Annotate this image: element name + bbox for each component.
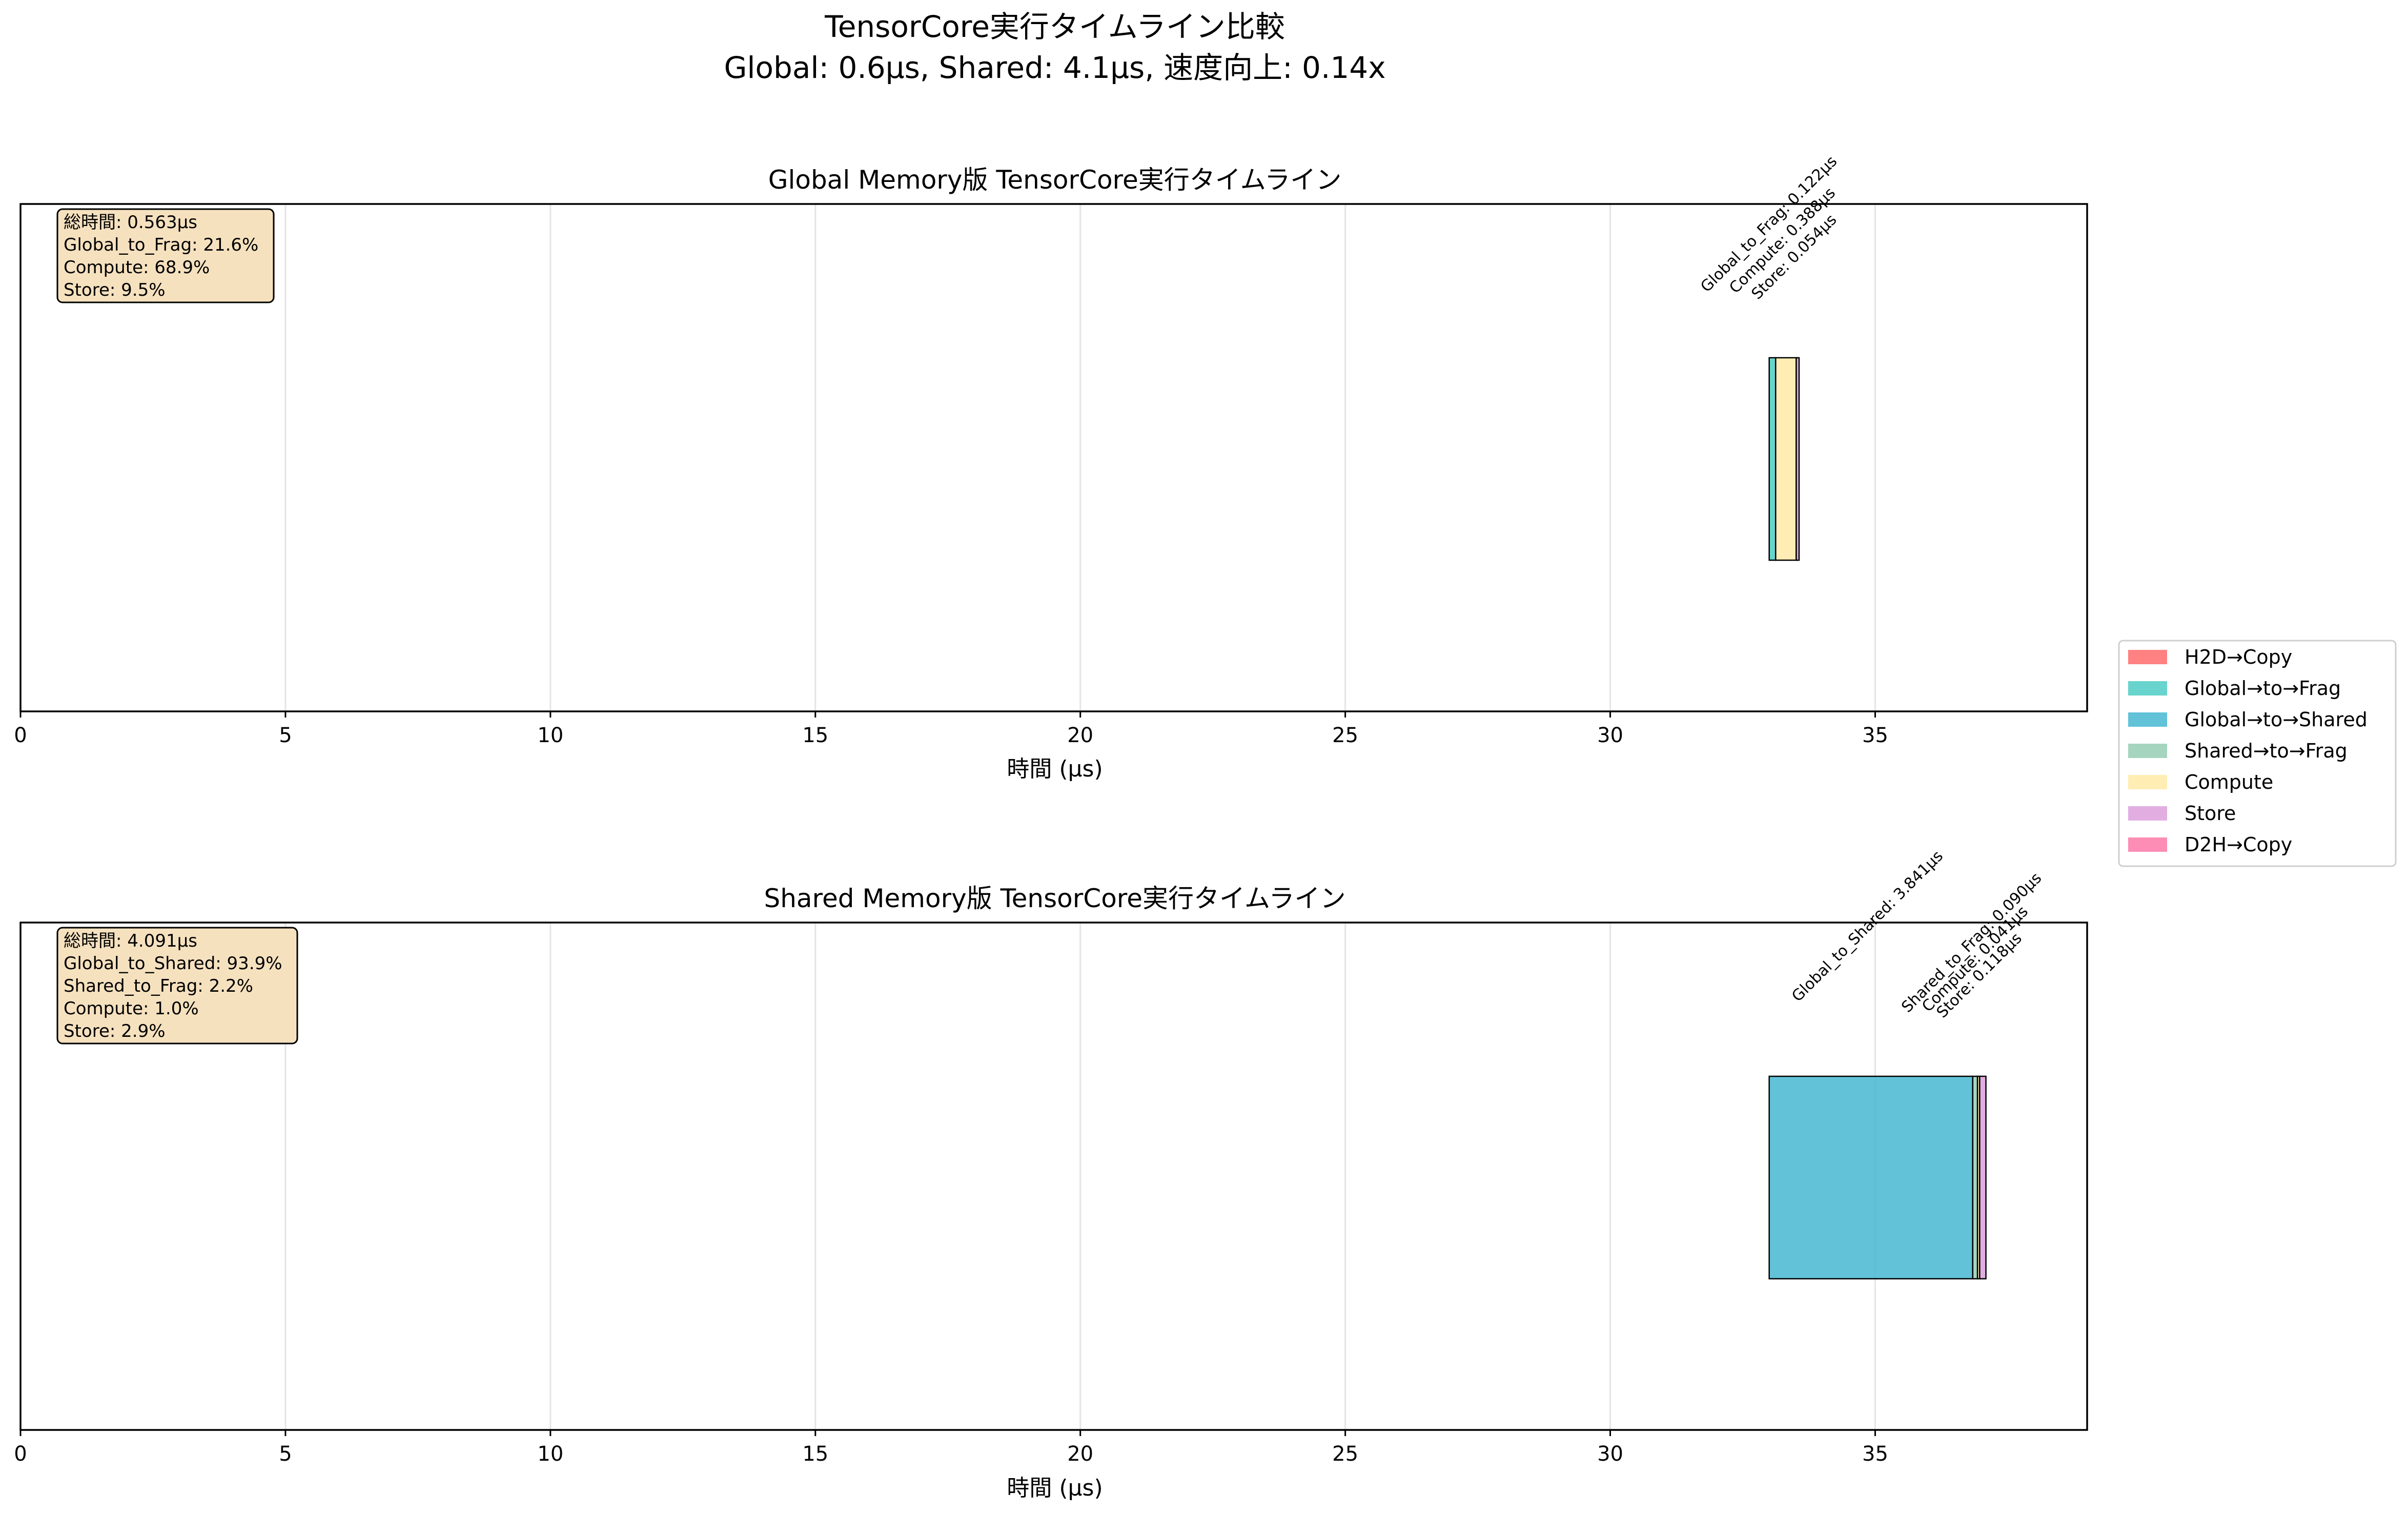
timeline-bars: Global_to_Shared: 3.841μsShared_to_Frag:… [1768, 847, 2045, 1280]
legend-label: Compute [2185, 771, 2273, 793]
stats-box: 総時間: 0.563μs Global_to_Frag: 21.6% Compu… [56, 208, 275, 303]
x-axis-ticks: 0 5 10 15 20 25 30 35 [14, 1430, 1888, 1466]
stats-line: Global_to_Shared: 93.9% [64, 953, 282, 974]
x-gridlines [284, 923, 1876, 1430]
bar-global-to-shared [1768, 1075, 1974, 1280]
bar-shared-to-frag [1972, 1075, 1978, 1280]
x-tick-label: 25 [1332, 1442, 1358, 1466]
x-tick-label: 5 [279, 724, 292, 747]
bar-duration-label: Compute: 0.041μs [1919, 903, 2032, 1016]
x-tick-label: 15 [802, 1442, 828, 1466]
x-axis-ticks: 0 5 10 15 20 25 30 35 [14, 711, 1888, 747]
legend-label: Store [2185, 802, 2236, 825]
x-tick-label: 30 [1597, 724, 1623, 747]
bar-compute [1775, 357, 1797, 561]
x-tick-label: 0 [14, 1442, 27, 1466]
axes-frame [19, 922, 2088, 1431]
legend-swatch [2128, 775, 2167, 789]
stats-box: 総時間: 4.091μs Global_to_Shared: 93.9% Sha… [56, 927, 298, 1045]
stats-line: Global_to_Frag: 21.6% [64, 235, 258, 255]
panel-title: Shared Memory版 TensorCore実行タイムライン [764, 884, 1345, 913]
stats-line: Shared_to_Frag: 2.2% [64, 976, 253, 996]
bar-global-to-frag [1768, 357, 1777, 561]
x-tick-label: 35 [1862, 1442, 1888, 1466]
legend-label: D2H→Copy [2185, 833, 2292, 856]
x-axis-label: 時間 (μs) [1007, 1475, 1103, 1501]
figure-title-line2: Global: 0.6μs, Shared: 4.1μs, 速度向上: 0.14… [724, 50, 1385, 85]
x-tick-label: 20 [1067, 1442, 1093, 1466]
figure-title-line1: TensorCore実行タイムライン比較 [824, 9, 1285, 44]
legend-swatch [2128, 712, 2167, 727]
x-gridlines [284, 204, 1876, 711]
stats-line: 総時間: 0.563μs [64, 212, 197, 233]
x-tick-label: 10 [537, 724, 563, 747]
stats-line: 総時間: 4.091μs [64, 931, 197, 951]
x-tick-label: 5 [279, 1442, 292, 1466]
x-tick-label: 35 [1862, 724, 1888, 747]
x-tick-label: 15 [802, 724, 828, 747]
x-tick-label: 25 [1332, 724, 1358, 747]
panel-title: Global Memory版 TensorCore実行タイムライン [768, 165, 1342, 195]
x-axis-label: 時間 (μs) [1007, 756, 1103, 782]
legend-label: Shared→to→Frag [2185, 740, 2348, 762]
global-memory-timeline-panel: Global Memory版 TensorCore実行タイムライン Global… [14, 152, 2088, 782]
legend: H2D→Copy Global→to→Frag Global→to→Shared Sh… [2118, 640, 2397, 867]
legend-swatch [2128, 681, 2167, 695]
legend-swatch [2128, 650, 2167, 664]
stats-line: Compute: 68.9% [64, 257, 210, 278]
legend-swatch [2128, 744, 2167, 758]
legend-swatch [2128, 806, 2167, 821]
shared-memory-timeline-panel: Shared Memory版 TensorCore実行タイムライン Global… [14, 847, 2088, 1501]
stats-line: Store: 2.9% [64, 1021, 166, 1041]
x-tick-label: 10 [537, 1442, 563, 1466]
x-tick-label: 0 [14, 724, 27, 747]
x-tick-label: 20 [1067, 724, 1093, 747]
stats-line: Compute: 1.0% [64, 998, 199, 1019]
bar-store [1979, 1075, 1987, 1280]
x-tick-label: 30 [1597, 1442, 1623, 1466]
legend-label: Global→to→Frag [2185, 677, 2341, 700]
legend-label: Global→to→Shared [2185, 708, 2368, 731]
legend-swatch [2128, 837, 2167, 852]
legend-frame [2118, 640, 2397, 867]
legend-label: H2D→Copy [2185, 646, 2292, 668]
stats-line: Store: 9.5% [64, 280, 166, 300]
bar-store [1795, 357, 1800, 561]
axes-frame [19, 203, 2088, 712]
